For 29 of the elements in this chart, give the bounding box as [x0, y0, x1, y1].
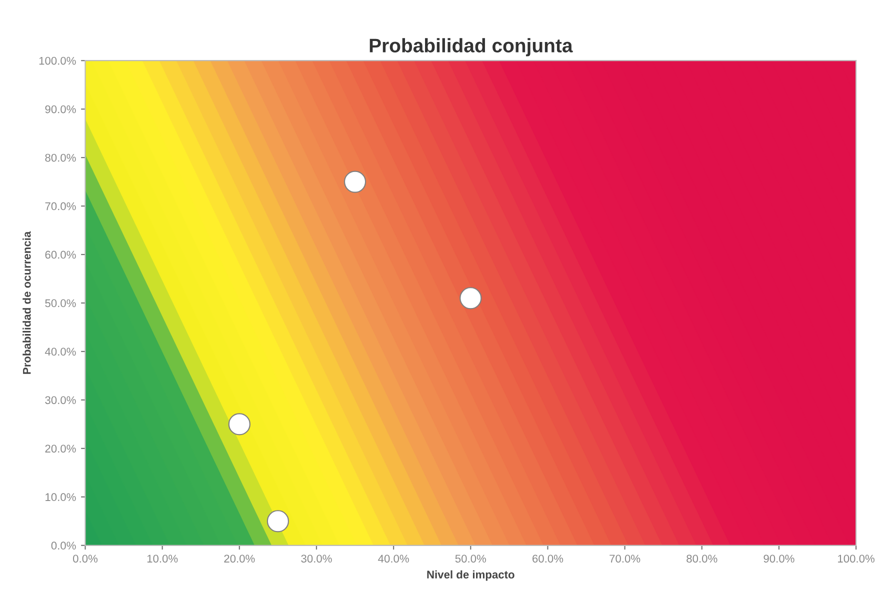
y-tick-label: 50.0% — [45, 299, 76, 308]
x-tick-label: 40.0% — [378, 554, 409, 563]
y-tick-label: 70.0% — [45, 202, 76, 210]
y-tick-label: 20.0% — [45, 444, 76, 453]
x-tick-label: 10.0% — [147, 554, 178, 563]
y-tick-label: 10.0% — [46, 493, 76, 502]
point — [344, 170, 366, 193]
x-tick-label: 70.0% — [610, 554, 640, 563]
point — [460, 287, 482, 310]
y-tick-label: 80.0% — [45, 154, 76, 162]
x-tick-label: 90.0% — [764, 554, 794, 563]
y-tick-label: 40.0% — [44, 348, 76, 356]
x-tick-label: 60.0% — [532, 554, 564, 563]
x-tick-label: 80.0% — [686, 554, 718, 563]
point — [228, 413, 250, 436]
x-tick-label: 30.0% — [301, 554, 332, 563]
y-tick-label: 0.0% — [51, 542, 76, 550]
x-tick-label: 100.0% — [838, 554, 874, 563]
x-axis-title: Nivel de impacto — [427, 570, 514, 581]
y-tick-label: 60.0% — [45, 250, 76, 259]
x-tick-label: 20.0% — [224, 554, 255, 563]
y-tick-label: 90.0% — [45, 105, 76, 114]
y-tick-label: 30.0% — [45, 396, 76, 404]
x-tick-label: 50.0% — [455, 554, 486, 563]
chart-title: Probabilidad conjunta — [370, 38, 573, 56]
point — [266, 510, 290, 532]
x-tick-label: 0.0% — [73, 554, 98, 563]
y-axis-title: Probabilidad de ocurrencia — [22, 231, 31, 374]
y-tick-label: 100.0% — [39, 56, 76, 65]
